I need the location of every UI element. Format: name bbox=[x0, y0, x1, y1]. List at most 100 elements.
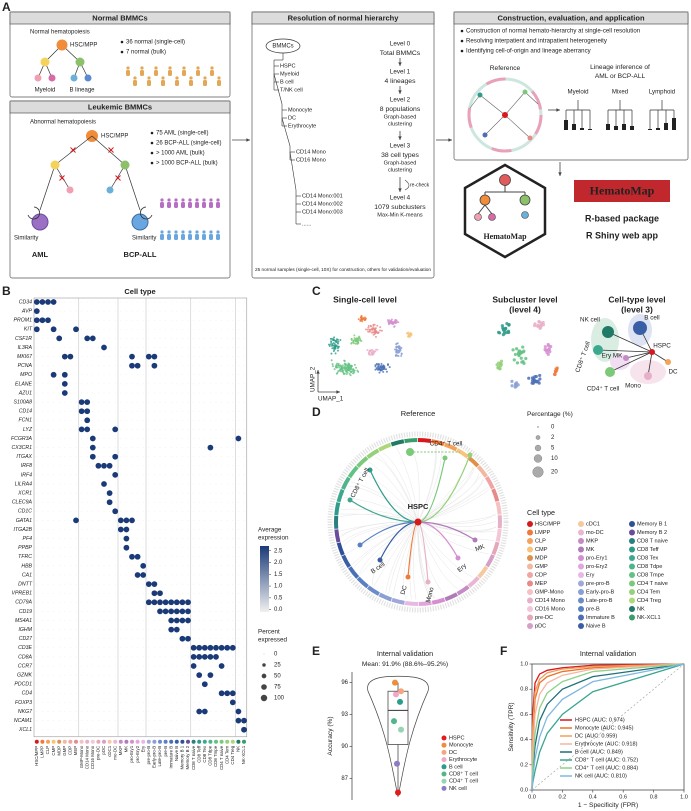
node-label: HSPC bbox=[653, 343, 671, 350]
background-dot bbox=[81, 383, 82, 385]
background-dot bbox=[170, 338, 172, 339]
background-dot bbox=[226, 592, 228, 594]
expression-dot bbox=[229, 699, 236, 706]
background-dot bbox=[193, 474, 194, 476]
background-dot bbox=[215, 338, 217, 339]
background-dot bbox=[70, 583, 71, 585]
background-dot bbox=[36, 729, 38, 731]
background-dot bbox=[103, 601, 105, 603]
umap-cell bbox=[335, 338, 338, 341]
background-dot bbox=[75, 392, 77, 394]
background-dot bbox=[42, 620, 43, 621]
label: Myeloid bbox=[35, 88, 56, 94]
background-dot bbox=[182, 529, 183, 530]
background-dot bbox=[215, 529, 217, 530]
gene-label: MKI67 bbox=[17, 354, 33, 360]
background-dot bbox=[198, 383, 200, 385]
background-dot bbox=[86, 347, 88, 348]
legend-swatch bbox=[527, 597, 533, 604]
background-dot bbox=[126, 692, 127, 694]
umap-cell bbox=[360, 314, 363, 317]
background-dot bbox=[238, 410, 239, 412]
expression-dot bbox=[129, 517, 135, 524]
column-color bbox=[102, 739, 106, 744]
background-dot bbox=[221, 328, 222, 330]
shape bbox=[106, 186, 114, 194]
background-dot bbox=[176, 720, 178, 721]
background-dot bbox=[53, 674, 54, 676]
expression-dot bbox=[33, 308, 40, 314]
background-dot bbox=[232, 720, 234, 721]
background-dot bbox=[193, 492, 194, 494]
expression-dot bbox=[140, 563, 147, 569]
background-dot bbox=[64, 720, 66, 721]
background-dot bbox=[75, 583, 77, 585]
background-dot bbox=[120, 374, 122, 376]
background-dot bbox=[142, 547, 144, 549]
background-dot bbox=[42, 665, 43, 667]
background-dot bbox=[70, 328, 71, 330]
background-dot bbox=[210, 592, 211, 594]
shape bbox=[182, 66, 186, 70]
background-dot bbox=[187, 310, 189, 312]
background-dot bbox=[182, 447, 183, 448]
column-color bbox=[208, 739, 213, 744]
background-dot bbox=[204, 410, 206, 412]
shape bbox=[188, 230, 192, 234]
background-dot bbox=[159, 301, 161, 303]
legend-swatch bbox=[578, 580, 584, 587]
background-dot bbox=[92, 328, 94, 330]
background-dot bbox=[86, 620, 88, 621]
type-arc bbox=[366, 585, 380, 596]
panel-label: A bbox=[2, 0, 11, 14]
subcluster bbox=[530, 378, 535, 383]
background-dot bbox=[92, 592, 94, 594]
background-dot bbox=[198, 702, 200, 703]
background-dot bbox=[126, 592, 127, 594]
background-dot bbox=[114, 347, 116, 348]
column-label: CD8 Teff bbox=[196, 745, 201, 763]
background-dot bbox=[109, 438, 110, 439]
background-dot bbox=[170, 383, 172, 385]
expression-dot bbox=[185, 617, 191, 624]
background-dot bbox=[232, 483, 234, 485]
column-color bbox=[107, 739, 112, 744]
legend-swatch bbox=[527, 589, 533, 595]
background-dot bbox=[221, 674, 222, 676]
shape bbox=[467, 452, 473, 458]
background-branch bbox=[417, 521, 432, 600]
legend-label: MEP bbox=[535, 581, 547, 587]
background-dot bbox=[232, 301, 234, 303]
background-dot bbox=[148, 529, 150, 530]
background-dot bbox=[159, 683, 161, 685]
label: Total BMMCs bbox=[380, 50, 421, 57]
background-dot bbox=[103, 310, 105, 312]
background-dot bbox=[215, 483, 217, 485]
background-dot bbox=[86, 565, 88, 567]
umap-cell bbox=[374, 327, 377, 330]
accuracy-point bbox=[395, 789, 401, 796]
background-dot bbox=[81, 702, 82, 703]
background-dot bbox=[187, 328, 189, 330]
background-dot bbox=[36, 683, 38, 685]
background-dot bbox=[75, 301, 77, 303]
column-color bbox=[191, 739, 196, 744]
background-dot bbox=[131, 620, 133, 621]
column-label: CD16 Mono bbox=[90, 745, 95, 769]
background-dot bbox=[142, 410, 144, 412]
background-dot bbox=[58, 520, 60, 521]
shape bbox=[527, 135, 533, 141]
background-dot bbox=[243, 429, 245, 430]
background-dot bbox=[142, 729, 144, 731]
celltype-node bbox=[605, 367, 615, 377]
background-dot bbox=[176, 683, 178, 685]
background-dot bbox=[98, 692, 99, 694]
background-dot bbox=[81, 447, 82, 448]
legend-label: Late-pro-B bbox=[586, 598, 613, 604]
background-dot bbox=[165, 401, 166, 403]
background-dot bbox=[148, 620, 150, 621]
expression-dot bbox=[33, 317, 40, 324]
background-dot bbox=[204, 601, 206, 603]
background-dot bbox=[154, 429, 155, 430]
background-dot bbox=[53, 310, 54, 312]
